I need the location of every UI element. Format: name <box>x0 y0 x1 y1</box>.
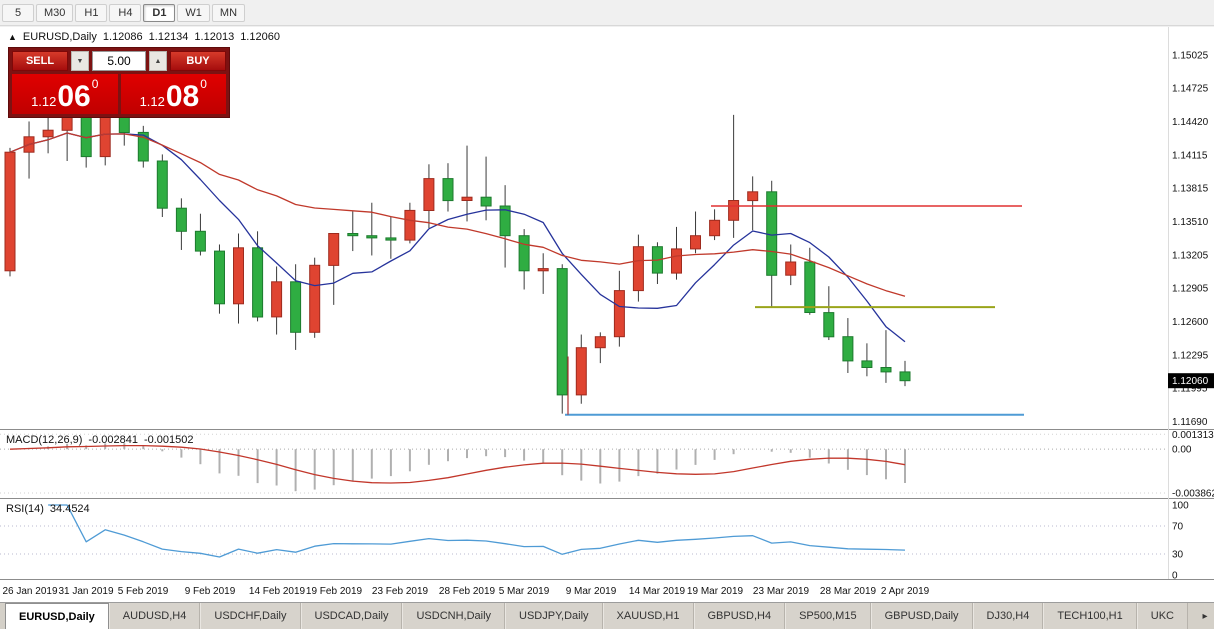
svg-text:1.12905: 1.12905 <box>1172 283 1209 294</box>
svg-text:-0.003862: -0.003862 <box>1172 489 1214 500</box>
chart-tab-audusd-h4[interactable]: AUDUSD,H4 <box>108 603 201 629</box>
chart-tab-usdcnh-daily[interactable]: USDCNH,Daily <box>402 603 506 629</box>
timeframe-button-5[interactable]: 5 <box>2 3 34 22</box>
tabs-scroll-right-icon[interactable]: ▸ <box>1196 603 1214 629</box>
drawing-objects[interactable] <box>565 205 1024 416</box>
macd-value-main: -0.002841 <box>88 434 138 446</box>
timeframe-button-h4[interactable]: H4 <box>109 3 142 22</box>
current-price-tag: 1.12060 <box>1168 373 1214 389</box>
svg-text:1.13815: 1.13815 <box>1172 183 1209 194</box>
svg-text:19 Mar 2019: 19 Mar 2019 <box>687 586 744 597</box>
timeframe-button-mn[interactable]: MN <box>211 3 246 22</box>
svg-text:31 Jan 2019: 31 Jan 2019 <box>58 586 113 597</box>
ask-price-sup: 0 <box>200 77 207 91</box>
svg-text:1.12060: 1.12060 <box>1172 376 1209 387</box>
svg-text:1.13510: 1.13510 <box>1172 217 1209 228</box>
svg-text:1.11995: 1.11995 <box>1172 383 1208 394</box>
bid-price-prefix: 1.12 <box>31 94 57 109</box>
svg-text:5 Feb 2019: 5 Feb 2019 <box>118 586 169 597</box>
svg-text:19 Feb 2019: 19 Feb 2019 <box>306 586 363 597</box>
ask-quote-button[interactable]: 1.12 08 0 <box>120 74 226 114</box>
svg-text:23 Mar 2019: 23 Mar 2019 <box>753 586 810 597</box>
rsi-pane-header: RSI(14) 34.4524 <box>6 503 90 515</box>
svg-text:1.12295: 1.12295 <box>1172 350 1209 361</box>
chart-tab-xauusd-h1[interactable]: XAUUSD,H1 <box>602 603 694 629</box>
svg-text:28 Mar 2019: 28 Mar 2019 <box>820 586 877 597</box>
svg-text:30: 30 <box>1172 550 1184 561</box>
bid-price-sup: 0 <box>91 77 99 91</box>
chart-window: 1.15025 1.14725 1.14420 1.14115 1.13815 1.135… <box>0 27 1214 602</box>
svg-text:2 Apr 2019: 2 Apr 2019 <box>881 586 930 597</box>
chart-tab-sp500-m15[interactable]: SP500,M15 <box>785 603 871 629</box>
volume-input[interactable]: 5.00 <box>92 51 146 71</box>
sell-button[interactable]: SELL <box>12 51 68 71</box>
pane-splitters[interactable] <box>0 429 1214 580</box>
chart-tab-ukc[interactable]: UKC <box>1136 603 1188 629</box>
macd-pane: 0.001313 0.00 -0.003862 <box>0 430 1214 500</box>
bid-quote-button[interactable]: 1.12 06 0 <box>12 74 118 114</box>
chart-tab-usdcad-daily[interactable]: USDCAD,Daily <box>300 603 403 629</box>
one-click-trade-panel: SELL ▼ 5.00 ▲ BUY 1.12 06 0 1.12 08 0 <box>8 47 230 118</box>
svg-text:1.13205: 1.13205 <box>1172 250 1209 261</box>
svg-text:9 Feb 2019: 9 Feb 2019 <box>185 586 236 597</box>
volume-increase-button[interactable]: ▲ <box>149 51 167 71</box>
svg-text:1.14115: 1.14115 <box>1172 150 1208 161</box>
chart-canvas[interactable]: 1.15025 1.14725 1.14420 1.14115 1.13815 1.135… <box>0 27 1214 602</box>
bid-price-big: 06 <box>57 80 91 113</box>
svg-text:9 Mar 2019: 9 Mar 2019 <box>566 586 617 597</box>
rsi-pane: 100 70 30 0 <box>0 501 1189 582</box>
spin-up-icon: ▲ <box>154 57 162 65</box>
svg-text:28 Feb 2019: 28 Feb 2019 <box>439 586 496 597</box>
timeframe-button-m30[interactable]: M30 <box>36 3 74 22</box>
rsi-title: RSI(14) <box>6 503 44 515</box>
ohlc-high: 1.12134 <box>148 31 189 43</box>
ohlc-low: 1.12013 <box>194 31 235 43</box>
chart-tab-eurusd-daily[interactable]: EURUSD,Daily <box>5 603 109 629</box>
timeframe-button-w1[interactable]: W1 <box>177 3 210 22</box>
svg-text:23 Feb 2019: 23 Feb 2019 <box>372 586 429 597</box>
candlesticks <box>4 95 911 414</box>
one-click-collapse-icon[interactable]: ▲ <box>8 32 17 42</box>
moving-average-lines <box>9 132 906 343</box>
svg-text:1.11690: 1.11690 <box>1172 417 1208 428</box>
svg-text:14 Mar 2019: 14 Mar 2019 <box>629 586 686 597</box>
ohlc-close: 1.12060 <box>240 31 280 43</box>
rsi-value: 34.4524 <box>49 503 90 515</box>
svg-text:1.12600: 1.12600 <box>1172 317 1209 328</box>
svg-text:1.14420: 1.14420 <box>1172 117 1209 128</box>
svg-text:26 Jan 2019: 26 Jan 2019 <box>2 586 57 597</box>
macd-pane-header: MACD(12,26,9) -0.002841 -0.001502 <box>6 434 194 446</box>
buy-button[interactable]: BUY <box>170 51 226 71</box>
svg-text:100: 100 <box>1172 501 1189 512</box>
spin-down-icon: ▼ <box>76 57 84 65</box>
chart-symbol-label: EURUSD,Daily <box>22 31 97 43</box>
timeframe-button-h1[interactable]: H1 <box>75 3 108 22</box>
volume-decrease-button[interactable]: ▼ <box>71 51 89 71</box>
chart-tab-gbpusd-daily[interactable]: GBPUSD,Daily <box>870 603 973 629</box>
svg-text:0: 0 <box>1172 571 1178 582</box>
timeframe-toolbar: 5 M30 H1 H4 D1 W1 MN <box>0 0 1214 26</box>
svg-text:14 Feb 2019: 14 Feb 2019 <box>249 586 306 597</box>
ohlc-open: 1.12086 <box>102 31 143 43</box>
macd-value-signal: -0.001502 <box>143 434 194 446</box>
chart-tab-usdchf-daily[interactable]: USDCHF,Daily <box>200 603 301 629</box>
svg-text:0.00: 0.00 <box>1172 445 1192 456</box>
macd-title: MACD(12,26,9) <box>6 434 83 446</box>
date-axis: 26 Jan 2019 31 Jan 2019 5 Feb 2019 9 Feb 20… <box>2 586 929 597</box>
svg-text:0.001313: 0.001313 <box>1172 430 1214 441</box>
svg-text:1.15025: 1.15025 <box>1172 51 1209 62</box>
timeframe-button-d1[interactable]: D1 <box>143 3 176 22</box>
chart-tab-gbpusd-h4[interactable]: GBPUSD,H4 <box>693 603 786 629</box>
svg-text:70: 70 <box>1172 522 1184 533</box>
chart-tab-bar: EURUSD,Daily AUDUSD,H4 USDCHF,Daily USDCAD,… <box>0 602 1214 629</box>
ask-price-prefix: 1.12 <box>139 94 165 109</box>
chart-tab-dj30-h4[interactable]: DJ30,H4 <box>972 603 1044 629</box>
price-pane-header: ▲ EURUSD,Daily 1.12086 1.12134 1.12013 1… <box>8 31 280 43</box>
chart-tab-usdjpy-daily[interactable]: USDJPY,Daily <box>505 603 603 629</box>
ask-price-big: 08 <box>165 80 200 113</box>
chart-tab-tech100-h1[interactable]: TECH100,H1 <box>1043 603 1137 629</box>
svg-text:1.14725: 1.14725 <box>1172 83 1209 94</box>
price-axis: 1.15025 1.14725 1.14420 1.14115 1.13815 1.135… <box>1172 51 1209 428</box>
svg-text:5 Mar 2019: 5 Mar 2019 <box>499 586 550 597</box>
